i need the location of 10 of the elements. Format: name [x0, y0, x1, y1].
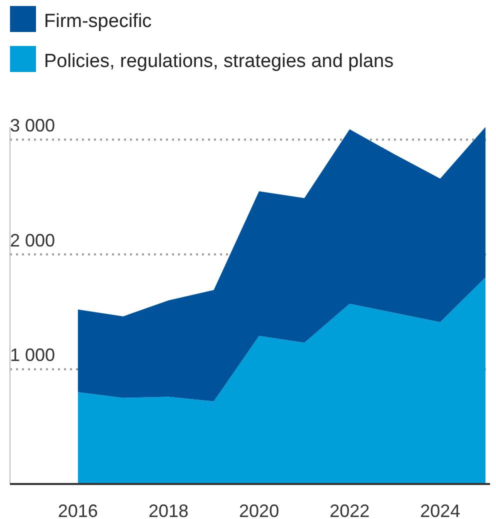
x-tick-label: 2018: [148, 501, 189, 519]
y-tick-label: 3 000: [10, 116, 56, 136]
legend-label: Firm-specific: [44, 11, 152, 32]
legend-label: Policies, regulations, strategies and plans: [44, 51, 394, 72]
x-tick-label: 2022: [330, 501, 370, 519]
x-tick-label: 2016: [58, 501, 98, 519]
y-tick-label: 1 000: [10, 345, 56, 366]
x-tick-label: 2024: [420, 501, 460, 519]
x-tick-label: 2020: [239, 501, 280, 519]
y-tick-label: 2 000: [10, 230, 56, 250]
